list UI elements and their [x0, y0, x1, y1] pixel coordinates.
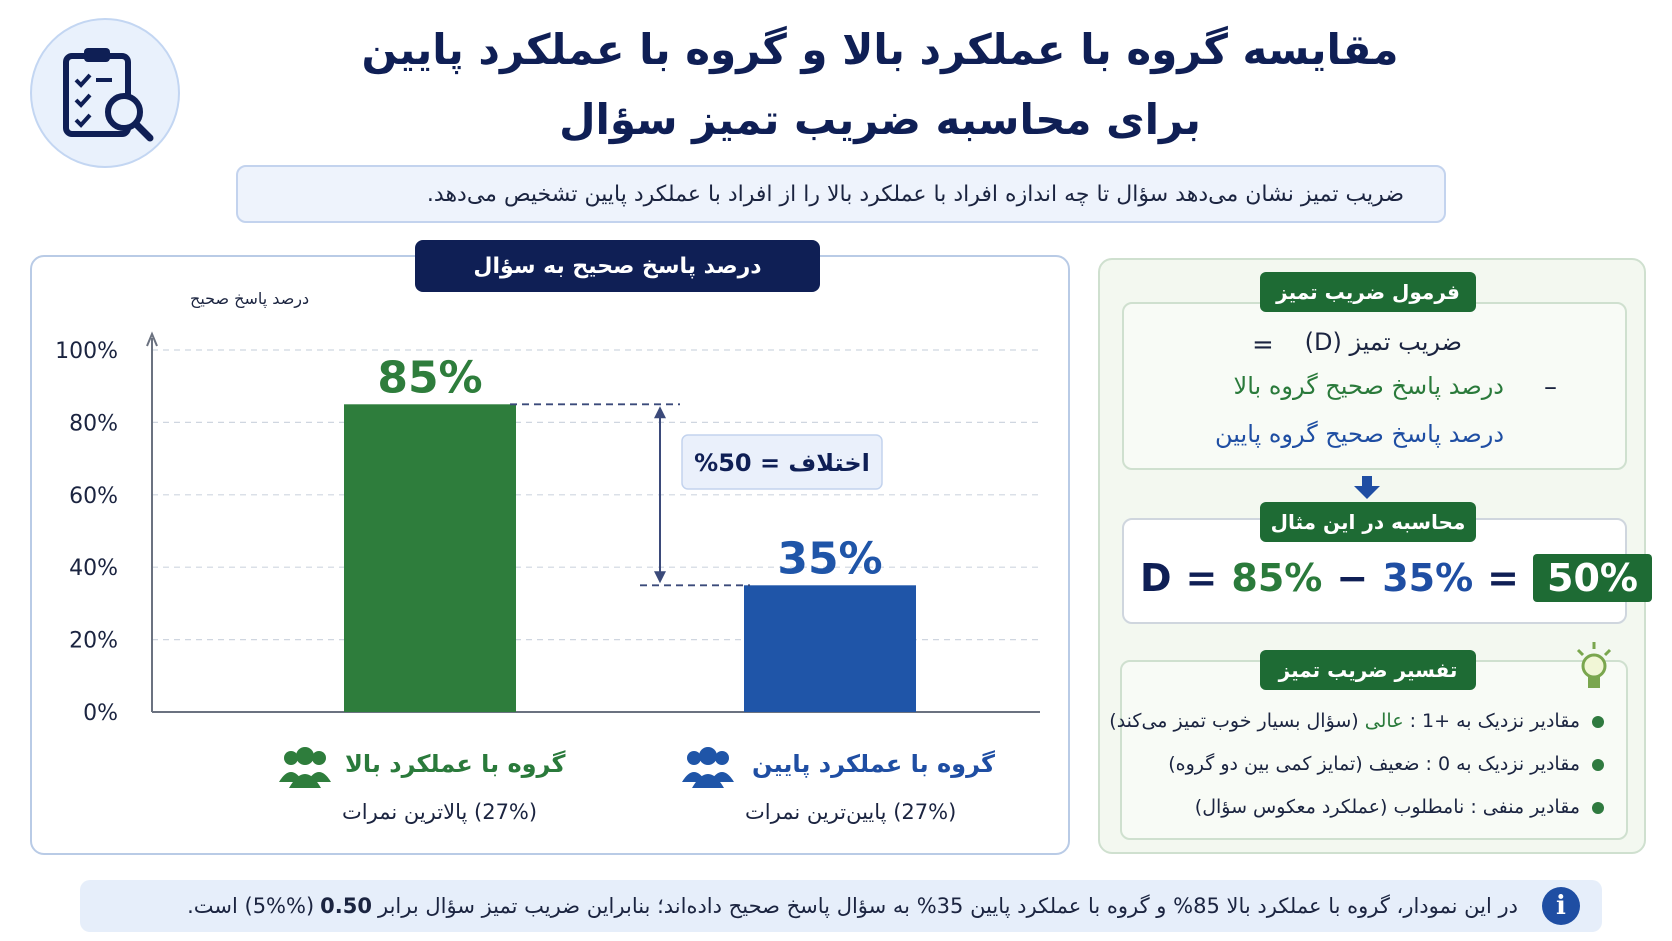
formula-equals: = [1252, 330, 1274, 360]
y-tick-label: 20% [69, 629, 118, 654]
subtitle-box: ضریب تمیز نشان می‌دهد سؤال تا چه اندازه … [236, 165, 1446, 223]
y-axis-arrow [146, 331, 158, 347]
y-axis-label: درصد پاسخ صحیح [190, 289, 309, 309]
chart-panel [30, 255, 1070, 855]
y-tick-label: 0% [83, 701, 118, 726]
calc-d: D [1140, 556, 1172, 600]
interpretation-heading: تفسیر ضریب تمیز [1260, 650, 1476, 690]
people-icon-low [682, 747, 734, 788]
logo [30, 18, 180, 168]
interp-prefix-1: مقادیر نزدیک به +1 : [1409, 710, 1580, 732]
interpretation-box [1120, 660, 1628, 840]
footer-note: در این نمودار، گروه با عملکرد بالا 85% و… [80, 880, 1602, 932]
calc-result: 50% [1533, 554, 1652, 602]
interp-value-2: ضعیف [1368, 753, 1420, 775]
page-title-line2: برای محاسبه ضریب تمیز سؤال [559, 95, 1201, 144]
formula-minus: – [1544, 372, 1557, 402]
calc-eq2: = [1487, 556, 1520, 600]
value-label-high: 85% [377, 352, 482, 403]
bar-low [744, 585, 916, 712]
lightbulb-icon [1576, 642, 1612, 688]
arrow-down-icon [1354, 476, 1380, 499]
interp-prefix-2: مقادیر نزدیک به 0 : [1425, 753, 1580, 775]
formula-line1: ضریب تمیز (D) [1304, 328, 1462, 356]
interp-value-3: نامطلوب [1393, 796, 1465, 818]
calc-high: 85% [1231, 556, 1323, 600]
calculation-row: D = 85% − 35% = 50% [1140, 548, 1652, 608]
bullet-icon [1592, 801, 1604, 814]
clipboard-magnifier-icon [63, 48, 154, 142]
page-title-line1: مقایسه گروه با عملکرد بالا و گروه با عمل… [361, 25, 1399, 74]
bar-chart: درصد پاسخ صحیح 0% 20% 40% 60% 80% 100% 85% 35% اخ… [55, 289, 1040, 726]
interp-note-1: (سؤال بسیار خوب تمیز می‌کند) [1109, 710, 1359, 732]
interpretation-item-2: مقادیر نزدیک به 0 : ضعیف (تمایز کمی بین … [1168, 753, 1604, 775]
interp-prefix-3: مقادیر منفی : [1470, 796, 1580, 818]
y-tick-label: 100% [55, 339, 118, 364]
y-tick-label: 60% [69, 484, 118, 509]
calc-low: 35% [1382, 556, 1474, 600]
info-icon: i [1542, 887, 1580, 925]
calc-eq1: = [1185, 556, 1218, 600]
calculation-heading: محاسبه در این مثال [1260, 502, 1476, 542]
interp-note-3: (عملکرد معکوس سؤال) [1194, 796, 1388, 818]
footer-text-before: در این نمودار، گروه با عملکرد بالا 85% و… [378, 894, 1518, 918]
category-subtitle-high: (27%) پالاترین نمرات [342, 800, 538, 824]
footer-text-after: (5%%) است. [187, 894, 315, 918]
formula-box [1122, 302, 1627, 470]
interp-note-2: (تمایز کمی بین دو گروه) [1168, 753, 1363, 775]
category-label-low: گروه با عملکرد پایین [752, 750, 995, 778]
interpretation-item-1: مقادیر نزدیک به +1 : عالی (سؤال بسیار خو… [1109, 710, 1604, 732]
subtitle-text: ضریب تمیز نشان می‌دهد سؤال تا چه اندازه … [426, 181, 1404, 207]
formula-line3: درصد پاسخ صحیح گروه پایین [1215, 420, 1504, 448]
category-label-high: گروه با عملکرد بالا [345, 750, 566, 778]
bullet-icon [1592, 715, 1604, 728]
bullet-icon [1592, 758, 1604, 771]
interp-value-1: عالی [1364, 710, 1404, 732]
diff-arrow-down [654, 571, 666, 584]
people-icon-high [279, 747, 331, 788]
calc-minus: − [1336, 556, 1369, 600]
chart-title: درصد پاسخ صحیح به سؤال [415, 240, 820, 292]
category-subtitle-low: (27%) پایین‌ترین نمرات [745, 800, 957, 824]
footer-value: 0.50 [320, 894, 372, 918]
y-tick-label: 80% [69, 411, 118, 436]
formula-heading: فرمول ضریب تمیز [1260, 272, 1476, 312]
diff-annotation: اختلاف = 50% [694, 449, 870, 477]
y-tick-label: 40% [69, 556, 118, 581]
interpretation-item-3: مقادیر منفی : نامطلوب (عملکرد معکوس سؤال… [1195, 796, 1604, 818]
diff-annotation-box [681, 434, 883, 490]
value-label-low: 35% [777, 533, 882, 584]
diff-arrow-up [654, 406, 666, 419]
bar-high [344, 404, 516, 712]
formula-line2: درصد پاسخ صحیح گروه بالا [1233, 372, 1504, 400]
